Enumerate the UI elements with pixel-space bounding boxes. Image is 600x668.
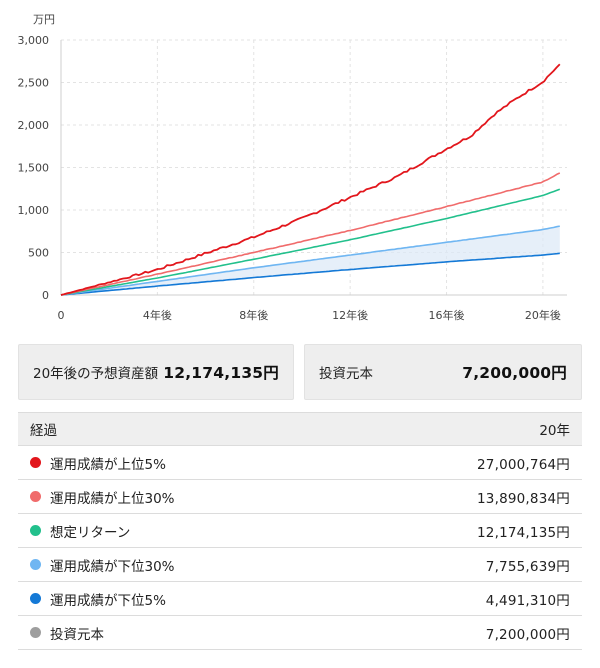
y-tick-label: 3,000 (18, 34, 50, 47)
table-header: 経過 20年 (18, 412, 582, 446)
projection-chart: 万円 0 500 1,000 1,500 2,000 2,500 3,000 0 4年後 8年後 12… (0, 0, 600, 330)
series-line (60, 63, 561, 296)
principal-card: 投資元本 7,200,000円 (304, 344, 582, 400)
y-tick-label: 0 (42, 289, 49, 302)
legend-dot (30, 627, 41, 638)
series-line (60, 252, 560, 296)
row-label: 運用成績が下位30% (50, 558, 175, 575)
series-line (60, 172, 561, 296)
row-label: 運用成績が上位5% (50, 456, 166, 473)
row-label: 想定リターン (50, 524, 131, 541)
table-row: 運用成績が下位30% 7,755,639円 (18, 548, 582, 582)
table-row: 運用成績が上位30% 13,890,834円 (18, 480, 582, 514)
row-value: 27,000,764円 (477, 456, 570, 473)
projected-assets-card: 20年後の予想資産額 12,174,135円 (18, 344, 294, 400)
table-row: 投資元本 7,200,000円 (18, 616, 582, 650)
table-row: 運用成績が上位5% 27,000,764円 (18, 446, 582, 480)
legend-dot (30, 525, 41, 536)
row-value: 12,174,135円 (477, 524, 570, 541)
row-value: 13,890,834円 (477, 490, 570, 507)
x-tick-label: 12年後 (332, 308, 368, 322)
y-tick-label: 1,500 (18, 162, 50, 175)
header-years: 20年 (539, 423, 570, 439)
y-tick-label: 1,000 (18, 204, 50, 217)
table-row: 運用成績が下位5% 4,491,310円 (18, 582, 582, 616)
table-row: 想定リターン 12,174,135円 (18, 514, 582, 548)
x-tick-label: 0 (58, 309, 65, 322)
row-label: 投資元本 (50, 626, 104, 643)
result-table: 経過 20年 運用成績が上位5% 27,000,764円 運用成績が上位30% … (18, 412, 582, 650)
x-tick-label: 16年後 (429, 308, 465, 322)
x-tick-label: 20年後 (525, 308, 561, 322)
x-tick-label: 4年後 (143, 308, 172, 322)
legend-dot (30, 491, 41, 502)
row-value: 7,200,000円 (485, 626, 570, 643)
projected-assets-value: 12,174,135円 (163, 364, 279, 382)
principal-label: 投資元本 (319, 366, 373, 382)
x-tick-label: 8年後 (239, 308, 268, 322)
row-value: 7,755,639円 (485, 558, 570, 575)
legend-dot (30, 559, 41, 570)
row-value: 4,491,310円 (485, 592, 570, 609)
y-unit-label: 万円 (33, 13, 55, 26)
summary-cards: 20年後の予想資産額 12,174,135円 投資元本 7,200,000円 (18, 344, 582, 400)
principal-value: 7,200,000円 (462, 364, 567, 382)
y-tick-label: 2,500 (18, 77, 50, 90)
series-line (60, 188, 561, 296)
y-tick-label: 500 (28, 247, 49, 260)
series-line (60, 225, 560, 296)
row-label: 運用成績が下位5% (50, 592, 166, 609)
header-elapsed: 経過 (30, 423, 57, 439)
projected-assets-label: 20年後の予想資産額 (33, 366, 159, 382)
legend-dot (30, 593, 41, 604)
row-label: 運用成績が上位30% (50, 490, 175, 507)
y-tick-label: 2,000 (18, 119, 50, 132)
chart-svg: 万円 0 500 1,000 1,500 2,000 2,500 3,000 0 4年後 8年後 12… (18, 13, 567, 322)
legend-dot (30, 457, 41, 468)
